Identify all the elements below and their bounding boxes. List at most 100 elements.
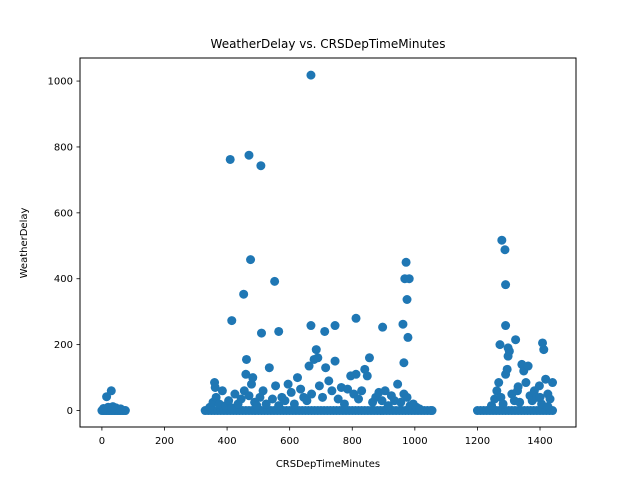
scatter-point — [241, 369, 251, 379]
scatter-point — [241, 354, 251, 364]
scatter-point — [313, 353, 323, 363]
scatter-point — [378, 322, 388, 332]
scatter-point — [333, 394, 343, 404]
scatter-point — [248, 373, 258, 383]
scatter-point — [498, 399, 508, 409]
scatter-point — [377, 396, 387, 406]
scatter-point — [362, 371, 372, 381]
scatter-point — [343, 384, 353, 394]
scatter-point — [398, 319, 408, 329]
scatter-point — [415, 404, 425, 414]
scatter-point — [318, 392, 328, 402]
x-tick-label: 400 — [218, 436, 237, 447]
scatter-point — [500, 245, 510, 255]
x-tick-label: 1200 — [465, 436, 490, 447]
y-tick-label: 1000 — [48, 77, 73, 88]
scatter-point — [304, 361, 314, 371]
scatter-point — [543, 402, 553, 412]
scatter-point — [256, 161, 266, 171]
scatter-point — [289, 399, 299, 409]
scatter-point — [494, 378, 504, 388]
x-tick-label: 600 — [280, 436, 299, 447]
scatter-point — [403, 332, 413, 342]
scatter-point — [330, 356, 340, 366]
scatter-point — [286, 387, 296, 397]
scatter-point — [267, 394, 277, 404]
scatter-point — [548, 378, 558, 388]
y-axis: 0 200 400 600 800 1000 — [48, 77, 80, 417]
scatter-point — [393, 379, 403, 389]
scatter-point — [401, 257, 411, 267]
scatter-point — [351, 369, 361, 379]
scatter-point — [383, 401, 393, 411]
scatter-point — [339, 399, 349, 409]
scatter-point — [402, 392, 412, 402]
scatter-point — [513, 382, 523, 392]
scatter-point — [354, 394, 364, 404]
x-tick-label: 800 — [343, 436, 362, 447]
scatter-point — [257, 328, 266, 338]
scatter-point — [515, 397, 525, 407]
scatter-point — [427, 406, 437, 416]
scatter-point — [292, 373, 302, 383]
scatter-point — [535, 392, 545, 402]
scatter-point — [402, 295, 412, 304]
scatter-point — [357, 386, 367, 396]
scatter-point — [210, 382, 220, 392]
y-tick-label: 0 — [67, 406, 73, 417]
plot-frame — [79, 57, 577, 428]
scatter-point — [227, 316, 237, 326]
scatter-point — [351, 313, 361, 323]
scatter-point — [264, 363, 274, 373]
x-tick-label: 0 — [99, 436, 105, 447]
scatter-point — [230, 389, 240, 399]
scatter-point — [503, 343, 513, 353]
scatter-point — [217, 386, 227, 396]
scatter-point — [320, 326, 330, 336]
x-axis-label: CRSDepTimeMinutes — [276, 459, 380, 470]
x-tick-label: 1000 — [402, 436, 427, 447]
scatter-point — [502, 364, 512, 374]
scatter-point — [314, 381, 324, 391]
scatter-point — [271, 381, 281, 391]
scatter-point — [296, 384, 306, 394]
scatter-point — [116, 404, 126, 414]
points-layer — [97, 70, 558, 416]
scatter-point — [495, 340, 505, 350]
scatter-point — [302, 396, 312, 406]
y-axis-label: WeatherDelay — [19, 208, 30, 279]
y-tick-label: 200 — [54, 340, 73, 351]
scatter-point — [108, 402, 118, 412]
scatter-point — [306, 70, 316, 80]
scatter-point — [330, 321, 340, 331]
scatter-point — [252, 401, 262, 411]
scatter-point — [283, 379, 293, 389]
x-axis: 0 200 400 600 800 1000 1200 1400 — [99, 427, 553, 447]
scatter-point — [492, 386, 502, 396]
y-tick-label: 800 — [54, 142, 73, 153]
chart-title: WeatherDelay vs. CRSDepTimeMinutes — [211, 37, 446, 51]
scatter-point — [239, 289, 249, 299]
scatter-point — [396, 397, 406, 407]
scatter-point — [541, 374, 551, 384]
scatter-point — [545, 394, 555, 404]
scatter-point — [380, 386, 390, 396]
scatter-point — [501, 280, 511, 290]
scatter-point — [98, 404, 108, 414]
scatter-point — [244, 391, 254, 401]
scatter-point — [270, 276, 280, 286]
scatter-point — [311, 345, 321, 355]
x-tick-label: 1400 — [527, 436, 552, 447]
scatter-point — [274, 401, 284, 411]
scatter-point — [244, 150, 254, 160]
scatter-point — [224, 396, 234, 406]
scatter-point — [246, 255, 256, 265]
scatter-point — [399, 358, 409, 368]
scatter-point — [307, 389, 317, 399]
scatter-point — [225, 154, 235, 164]
scatter-point — [523, 361, 533, 371]
y-tick-label: 600 — [54, 208, 73, 219]
scatter-point — [501, 321, 511, 331]
y-tick-label: 400 — [54, 274, 73, 285]
